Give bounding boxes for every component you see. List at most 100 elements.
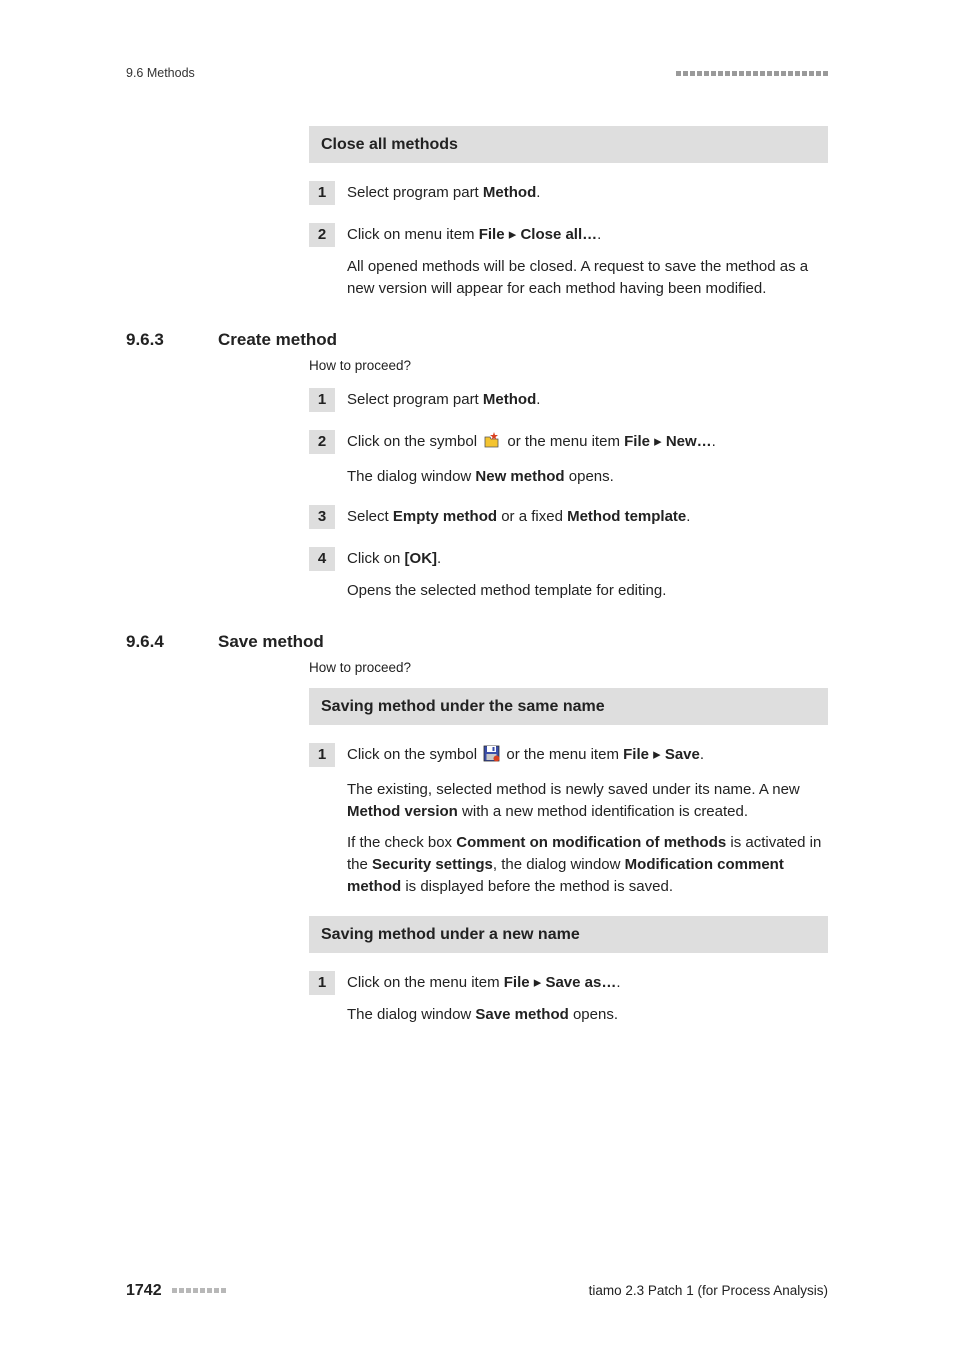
text-fragment: Click on xyxy=(347,550,405,567)
section-number: 9.6.4 xyxy=(126,630,198,655)
step-row: 1 Click on the symbol or the menu item F… xyxy=(309,743,828,898)
step-row: 1 Select program part Method. xyxy=(309,181,828,205)
text-bold: Method xyxy=(483,391,536,408)
text-fragment: , the dialog window xyxy=(493,856,625,873)
text-fragment: The existing, selected method is newly s… xyxy=(347,781,800,798)
text-fragment: . xyxy=(437,550,441,567)
step-body: Select program part Method. xyxy=(347,388,828,412)
menu-arrow: ▸ xyxy=(649,746,665,763)
step-body: Select program part Method. xyxy=(347,181,828,205)
menu-arrow: ▸ xyxy=(650,433,666,450)
step-number: 1 xyxy=(309,388,335,412)
text-bold: Close all… xyxy=(520,226,597,243)
step-row: 1 Click on the menu item File ▸ Save as…… xyxy=(309,971,828,1026)
footer-product: tiamo 2.3 Patch 1 (for Process Analysis) xyxy=(589,1281,828,1301)
step-number: 3 xyxy=(309,505,335,529)
text-bold: Empty method xyxy=(393,508,497,525)
text-fragment: . xyxy=(712,433,716,450)
step-text: Select Empty method or a fixed Method te… xyxy=(347,506,828,528)
save-method-section: Saving method under the same name 1 Clic… xyxy=(309,688,828,1025)
how-to-proceed: How to proceed? xyxy=(309,356,828,376)
text-bold: Save as… xyxy=(545,974,616,991)
step-body: Click on the menu item File ▸ Save as…. … xyxy=(347,971,828,1026)
text-fragment: Click on the symbol xyxy=(347,433,481,450)
step-number: 2 xyxy=(309,430,335,454)
step-text: Click on the symbol or the menu item Fil… xyxy=(347,744,828,769)
text-bold: File xyxy=(624,433,650,450)
text-fragment: . xyxy=(700,746,704,763)
step-result: The dialog window Save method opens. xyxy=(347,1004,828,1026)
menu-arrow: ▸ xyxy=(505,226,521,243)
step-body: Click on [OK]. Opens the selected method… xyxy=(347,547,828,602)
step-text: Click on [OK]. xyxy=(347,548,828,570)
text-bold: New… xyxy=(666,433,712,450)
text-bold: Security settings xyxy=(372,856,493,873)
how-to-proceed: How to proceed? xyxy=(309,658,828,678)
text-fragment: . xyxy=(616,974,620,991)
step-body: Click on the symbol or the menu item Fil… xyxy=(347,743,828,898)
step-number: 1 xyxy=(309,743,335,767)
step-row: 4 Click on [OK]. Opens the selected meth… xyxy=(309,547,828,602)
header-dot-strip xyxy=(676,71,828,76)
save-icon xyxy=(483,745,500,769)
step-row: 2 Click on menu item File ▸ Close all…. … xyxy=(309,223,828,299)
step-body: Select Empty method or a fixed Method te… xyxy=(347,505,828,529)
text-fragment: Click on menu item xyxy=(347,226,479,243)
create-method-steps: 1 Select program part Method. 2 Click on… xyxy=(309,388,828,602)
text-fragment: opens. xyxy=(565,468,614,485)
text-fragment: or the menu item xyxy=(503,433,624,450)
section-title: Save method xyxy=(218,630,324,655)
text-bold: Method version xyxy=(347,803,458,820)
step-row: 1 Select program part Method. xyxy=(309,388,828,412)
text-bold: Method template xyxy=(567,508,686,525)
text-fragment: . xyxy=(536,391,540,408)
close-all-methods-heading: Close all methods xyxy=(309,126,828,163)
saving-same-name-heading: Saving method under the same name xyxy=(309,688,828,725)
section-title: Create method xyxy=(218,328,337,353)
step-text: Click on the menu item File ▸ Save as…. xyxy=(347,972,828,994)
text-bold: Save method xyxy=(475,1006,568,1023)
text-bold: Method xyxy=(483,184,536,201)
text-bold: New method xyxy=(475,468,564,485)
step-note: If the check box Comment on modification… xyxy=(347,832,828,897)
step-row: 3 Select Empty method or a fixed Method … xyxy=(309,505,828,529)
section-heading-row: 9.6.3 Create method xyxy=(126,328,828,353)
step-text: Click on the symbol or the menu item Fil… xyxy=(347,431,828,456)
text-fragment: opens. xyxy=(569,1006,618,1023)
section-path: 9.6 Methods xyxy=(126,64,195,82)
saving-new-name-heading: Saving method under a new name xyxy=(309,916,828,953)
text-bold: [OK] xyxy=(405,550,438,567)
section-heading-row: 9.6.4 Save method xyxy=(126,630,828,655)
text-fragment: Select xyxy=(347,508,393,525)
text-fragment: If the check box xyxy=(347,834,456,851)
text-fragment: . xyxy=(686,508,690,525)
step-number: 1 xyxy=(309,181,335,205)
text-fragment: or a fixed xyxy=(497,508,567,525)
step-number: 4 xyxy=(309,547,335,571)
page-footer: 1742 tiamo 2.3 Patch 1 (for Process Anal… xyxy=(126,1279,828,1302)
step-result: All opened methods will be closed. A req… xyxy=(347,256,828,300)
new-file-icon xyxy=(483,431,501,456)
footer-left: 1742 xyxy=(126,1279,226,1302)
step-text: Click on menu item File ▸ Close all…. xyxy=(347,224,828,246)
text-bold: File xyxy=(479,226,505,243)
section-number: 9.6.3 xyxy=(126,328,198,353)
step-body: Click on the symbol or the menu item Fil… xyxy=(347,430,828,488)
page-number: 1742 xyxy=(126,1279,162,1302)
text-bold: File xyxy=(623,746,649,763)
step-body: Click on menu item File ▸ Close all…. Al… xyxy=(347,223,828,299)
text-fragment: The dialog window xyxy=(347,468,475,485)
text-bold: File xyxy=(504,974,530,991)
step-number: 1 xyxy=(309,971,335,995)
step-text: Select program part Method. xyxy=(347,182,828,204)
step-number: 2 xyxy=(309,223,335,247)
page-header-row: 9.6 Methods xyxy=(126,64,828,82)
text-fragment: Select program part xyxy=(347,184,483,201)
text-fragment: Click on the symbol xyxy=(347,746,481,763)
text-fragment: is displayed before the method is saved. xyxy=(401,878,673,895)
step-result: Opens the selected method template for e… xyxy=(347,580,828,602)
step-row: 2 Click on the symbol or the menu item F… xyxy=(309,430,828,488)
text-fragment: with a new method identification is crea… xyxy=(458,803,748,820)
text-fragment: . xyxy=(597,226,601,243)
text-fragment: . xyxy=(536,184,540,201)
